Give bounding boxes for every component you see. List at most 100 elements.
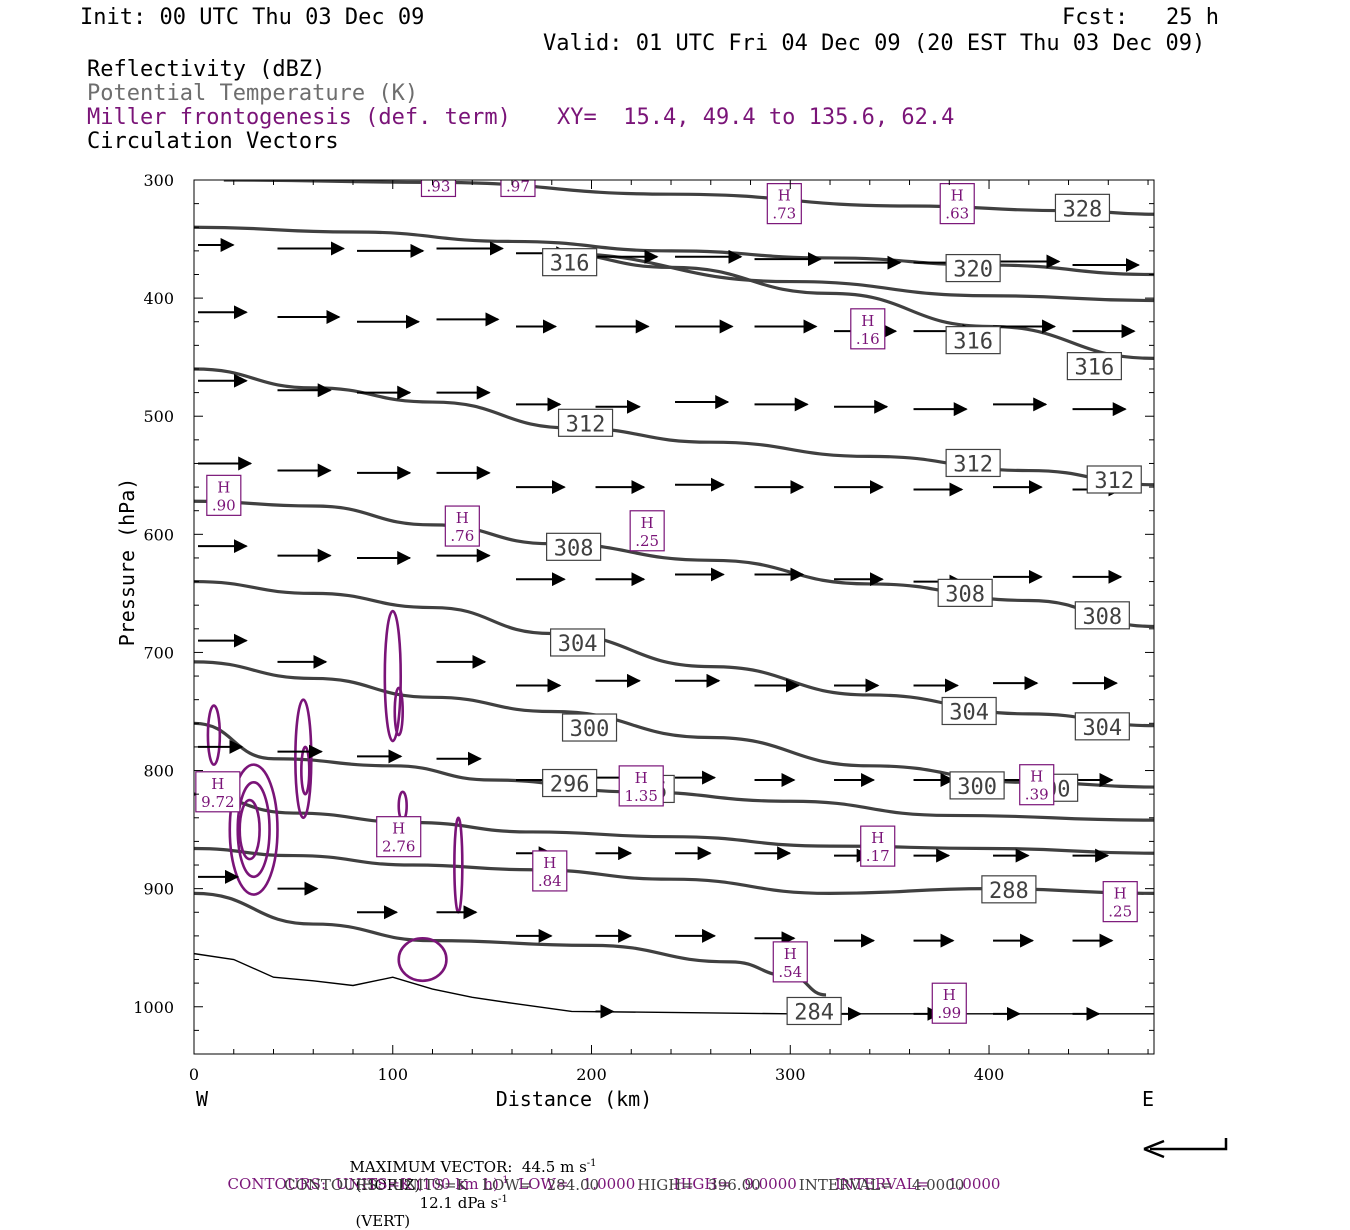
frontogenesis-max-4: H.16 — [850, 308, 886, 350]
frontogenesis-max-box — [931, 982, 967, 1024]
xy-endpoints: XY= 15.4, 49.4 to 135.6, 62.4 — [557, 105, 955, 130]
east-label: E — [1142, 1087, 1154, 1111]
y-axis-title: Pressure (hPa) — [115, 478, 139, 647]
frontogenesis-max-6: H.76 — [444, 505, 480, 547]
frontogenesis-max-value: 2.76 — [382, 838, 415, 856]
frontogenesis-max-9: H1.35 — [618, 765, 664, 807]
theta-label-box — [561, 713, 618, 742]
cross-section-plot: 328 320 316 316 316 312 312 312 308 308 308 304 304 3… — [115, 171, 1228, 1159]
theta-label-text: 296 — [550, 773, 590, 798]
theta-label-box — [981, 875, 1037, 904]
frontogenesis-contour-9 — [397, 790, 408, 822]
frontogenesis-max-box — [766, 183, 802, 225]
theta-contour-328-0 — [223, 180, 1154, 216]
theta-label-304-13: 304 — [1074, 712, 1130, 741]
frontogenesis-max-label: H — [951, 187, 964, 205]
frontogenesis-contour-0 — [228, 763, 279, 896]
theta-label-text: 316 — [1074, 356, 1114, 381]
frontogenesis-max-label: H — [861, 312, 874, 330]
theta-label-box — [945, 326, 1001, 355]
x-tick-label-300: 300 — [775, 1065, 806, 1084]
frontogenesis-max-value: 1.35 — [625, 787, 658, 805]
field-reflectivity: Reflectivity (dBZ) — [87, 57, 326, 82]
init-time: Init: 00 UTC Thu 03 Dec 09 — [80, 5, 425, 30]
frontogenesis-max-label: H — [635, 769, 648, 787]
frontogenesis-max-value: .63 — [945, 205, 969, 223]
y-tick-label-600: 600 — [143, 525, 174, 544]
x-tick-label-100: 100 — [377, 1065, 408, 1084]
theta-contour-316-2 — [551, 251, 1154, 360]
frontogenesis-max-box — [1102, 881, 1138, 923]
theta-label-box — [949, 771, 1005, 800]
theta-label-300-15: 300 — [949, 771, 1005, 800]
x-tick-label-0: 0 — [189, 1065, 199, 1084]
frontogenesis-max-box — [772, 941, 808, 983]
theta-label-text: 304 — [1082, 716, 1122, 741]
frontogenesis-max-1: H.97 — [500, 180, 536, 198]
fronto-contours-range: LOW= 1.0000 HIGH= 9.0000 INTERVAL= 1.000… — [508, 1175, 1001, 1193]
theta-label-308-9: 308 — [937, 578, 993, 607]
footer-frontogenesis-contours: CONTOURS: UNITS=K (100 km h)-1 LOW= 1.00… — [218, 1157, 1001, 1193]
frontogenesis-max-box — [850, 308, 886, 350]
frontogenesis-max-value: .39 — [1025, 786, 1049, 804]
frontogenesis-max-value: .25 — [1108, 903, 1132, 921]
frontogenesis-contour-4 — [294, 698, 313, 820]
theta-label-296-17: 296 — [542, 768, 598, 798]
frontogenesis-max-label: H — [456, 509, 469, 527]
frontogenesis-max-value: .17 — [866, 847, 890, 865]
theta-label-text: 312 — [1094, 469, 1134, 494]
theta-contour-284-11 — [194, 891, 827, 997]
max-vector-vert: 12.1 dPa s — [419, 1194, 499, 1212]
theta-contour-296-8 — [194, 721, 1154, 822]
theta-contour-312-4 — [194, 367, 1154, 487]
field-circulation-vectors: Circulation Vectors — [87, 129, 339, 154]
theta-label-box — [945, 253, 1001, 283]
y-tick-label-800: 800 — [143, 762, 174, 781]
frontogenesis-max-label: H — [211, 775, 224, 793]
forecast-hour: 25 h — [1166, 5, 1219, 30]
theta-label-304-11: 304 — [550, 628, 606, 657]
frontogenesis-max-label: H — [1030, 768, 1043, 786]
frontogenesis-max-box — [618, 765, 664, 807]
theta-label-box — [546, 532, 602, 561]
max-vector-text: MAXIMUM VECTOR: 44.5 m s — [349, 1158, 587, 1176]
theta-label-text: 288 — [989, 879, 1029, 904]
theta-label-box — [937, 578, 993, 607]
max-vector-horiz: (HORIZ) — [355, 1176, 421, 1194]
theta-label-text: 304 — [558, 632, 598, 657]
frontogenesis-max-box — [420, 180, 457, 198]
theta-label-text: 312 — [566, 412, 606, 437]
frontogenesis-max-7: H.25 — [629, 510, 665, 552]
theta-label-box — [1074, 712, 1130, 741]
fronto-contours-exponent: -1 — [498, 1175, 509, 1186]
y-tick-label-1000: 1000 — [133, 998, 174, 1017]
theta-contour-300-7 — [194, 660, 1154, 789]
frontogenesis-max-box — [500, 180, 536, 198]
reference-vector-head — [1143, 1139, 1165, 1159]
frontogenesis-max-value: .99 — [937, 1004, 961, 1022]
theta-label-304-12: 304 — [941, 696, 997, 726]
theta-contour-292-9 — [194, 792, 1154, 855]
frontogenesis-contour-5 — [300, 745, 311, 796]
theta-label-text: 300 — [570, 717, 610, 742]
frontogenesis-max-13: H.39 — [1019, 764, 1055, 806]
frontogenesis-max-value: .84 — [538, 872, 562, 890]
theta-label-box — [945, 448, 1001, 478]
plot-frame — [193, 179, 1155, 1055]
theta-label-316-2: 316 — [542, 248, 598, 277]
theta-label-text: 300 — [957, 775, 997, 800]
footer-theta-contours: CONTOURS: UNITS=K LOW= 284.00 HIGH= 396.… — [284, 1176, 965, 1194]
frontogenesis-max-value: .76 — [450, 527, 474, 545]
frontogenesis-max-value: .16 — [856, 330, 880, 348]
theta-label-308-8: 308 — [546, 532, 602, 561]
theta-label-text: 308 — [1082, 605, 1122, 630]
theta-label-328-0: 328 — [1054, 193, 1111, 222]
theta-label-308-10: 308 — [1074, 601, 1130, 630]
theta-contour-304-6 — [194, 579, 1154, 728]
theta-label-box — [557, 408, 614, 437]
frontogenesis-max-label: H — [871, 829, 884, 847]
theta-label-box — [941, 696, 997, 726]
fronto-contours-text: CONTOURS: UNITS=K (100 km h) — [227, 1175, 499, 1193]
frontogenesis-contour-10 — [397, 936, 448, 983]
frontogenesis-max-5: H.90 — [206, 474, 242, 516]
